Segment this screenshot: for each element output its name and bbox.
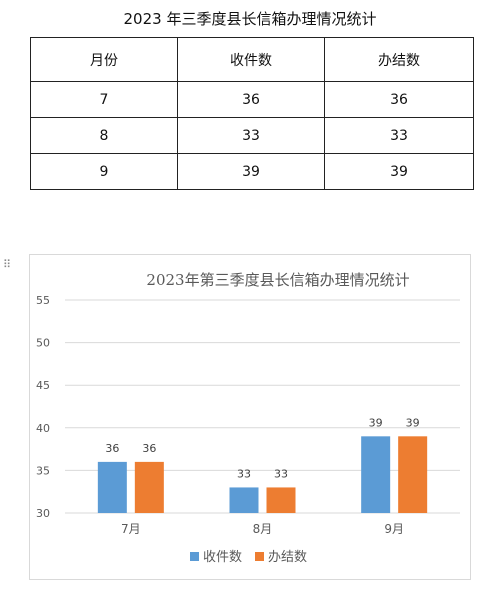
data-label: 39 xyxy=(406,416,420,429)
cell-completed: 33 xyxy=(324,117,474,155)
y-axis-ticks: 30 35 40 45 50 55 xyxy=(36,294,50,520)
y-tick-label: 40 xyxy=(36,422,50,435)
x-category-label: 8月 xyxy=(253,522,273,536)
data-label: 36 xyxy=(142,442,156,455)
x-category-label: 9月 xyxy=(384,522,404,536)
x-axis-categories: 7月 8月 9月 xyxy=(121,522,404,536)
bar-completed xyxy=(134,461,164,513)
y-tick-label: 50 xyxy=(36,337,50,350)
cell-received: 36 xyxy=(177,81,325,119)
legend-swatch xyxy=(190,552,199,561)
cell-received: 39 xyxy=(177,153,325,190)
data-label: 39 xyxy=(369,416,383,429)
cell-month: 9 xyxy=(30,153,178,190)
bar-completed xyxy=(266,487,296,513)
header-received: 收件数 xyxy=(177,36,325,83)
chart-title: 2023年第三季度县长信箱办理情况统计 xyxy=(146,271,409,289)
table-row: 9 39 39 xyxy=(30,153,474,190)
bar-received xyxy=(97,461,127,513)
header-completed: 办结数 xyxy=(324,36,474,83)
cell-month: 7 xyxy=(30,81,178,119)
statistics-table: 月份 收件数 办结数 7 36 36 8 33 33 9 39 39 xyxy=(30,36,474,190)
cell-received: 33 xyxy=(177,117,325,155)
y-tick-label: 35 xyxy=(36,464,50,477)
table-header-row: 月份 收件数 办结数 xyxy=(30,36,474,83)
bars xyxy=(97,436,428,513)
bar-received xyxy=(361,436,391,513)
y-tick-label: 55 xyxy=(36,294,50,307)
cell-month: 8 xyxy=(30,117,178,155)
cell-completed: 39 xyxy=(324,153,474,190)
legend-label: 收件数 xyxy=(203,550,242,565)
legend-label: 办结数 xyxy=(268,550,307,565)
legend-swatch xyxy=(255,552,264,561)
gridlines xyxy=(65,299,460,514)
data-label: 36 xyxy=(105,442,119,455)
table-title: 2023 年三季度县长信箱办理情况统计 xyxy=(123,10,377,28)
bar-received xyxy=(229,487,259,513)
y-tick-label: 30 xyxy=(36,507,50,520)
data-label: 33 xyxy=(274,467,288,480)
bar-completed xyxy=(398,436,428,513)
table-row: 8 33 33 xyxy=(30,117,474,155)
header-month: 月份 xyxy=(30,36,178,83)
legend: 收件数 办结数 xyxy=(190,550,307,565)
cell-completed: 36 xyxy=(324,81,474,119)
x-category-label: 7月 xyxy=(121,522,141,536)
drag-dots-icon[interactable]: ⠿ xyxy=(3,258,11,271)
table-row: 7 36 36 xyxy=(30,81,474,119)
y-tick-label: 45 xyxy=(36,379,50,392)
data-label: 33 xyxy=(237,467,251,480)
chart-frame[interactable]: 2023年第三季度县长信箱办理情况统计 30 35 40 45 50 55 36 36 33 3… xyxy=(29,254,471,580)
data-labels: 36 36 33 33 39 39 xyxy=(105,416,419,480)
